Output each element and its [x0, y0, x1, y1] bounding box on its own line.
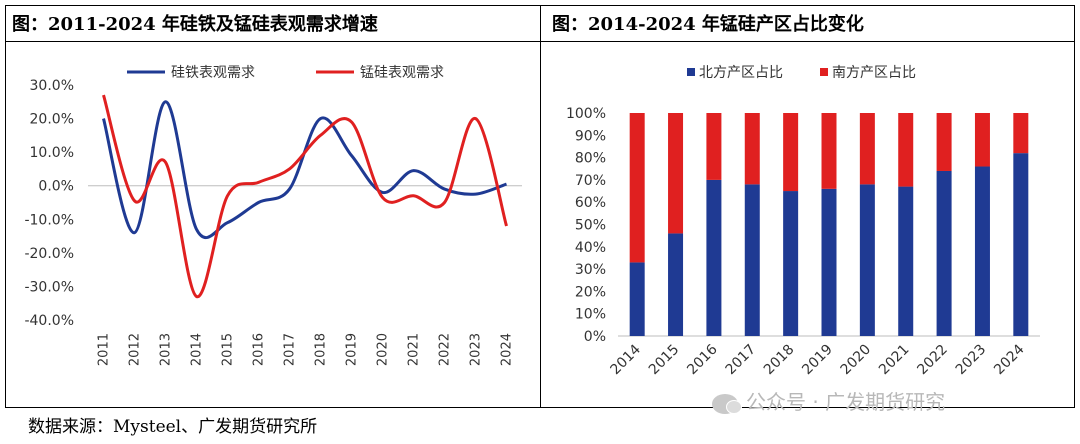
- line-chart-y-tick-label: -20.0%: [24, 246, 74, 262]
- bar-chart-x-tick-label: 2021: [876, 342, 913, 379]
- demand-growth-line-chart: 30.0% 20.0% 10.0% 0.0% -10.0% -20.0% -30.0% -40…: [24, 65, 522, 366]
- line-chart-y-tick-label: 30.0%: [30, 78, 74, 94]
- bar-chart-series-2-bar: [898, 113, 914, 187]
- line-chart-x-tick-label: 2023: [469, 333, 484, 366]
- bar-chart-series-1-bar: [821, 188, 837, 336]
- line-chart-x-tick-label: 2022: [438, 333, 453, 366]
- line-chart-y-tick-label: 20.0%: [30, 112, 74, 128]
- bar-chart-x-tick-label: 2023: [953, 342, 990, 379]
- bar-chart-legend-label: 南方产区占比: [832, 65, 916, 81]
- line-chart-x-tick-label: 2017: [283, 333, 298, 366]
- bar-chart-series-1-bar: [974, 166, 990, 336]
- bar-chart-legend-swatch: [687, 68, 695, 76]
- bar-chart-series-2-bar: [629, 113, 645, 263]
- line-chart-x-tick-label: 2013: [159, 333, 174, 366]
- bar-chart-series-1-bar: [1013, 153, 1029, 336]
- line-chart-y-tick-label: -30.0%: [24, 279, 74, 295]
- watermark-text: 公众号 · 广发期货研究: [746, 390, 946, 414]
- bar-chart-y-tick-label: 10%: [575, 307, 606, 323]
- bar-chart-x-tick-label: 2020: [838, 342, 875, 379]
- bar-chart-series-2-bar: [1013, 113, 1029, 154]
- bar-chart-series-1-bar: [783, 191, 799, 336]
- left-panel-title: 图：2011-2024 年硅铁及锰硅表观需求增速: [12, 14, 378, 35]
- line-chart-x-tick-label: 2011: [97, 333, 112, 366]
- bar-chart-series-2-bar: [936, 113, 952, 171]
- line-chart-x-tick-label: 2018: [314, 333, 329, 366]
- line-chart-series-2-line: [102, 94, 508, 299]
- source-note: 数据来源：Mysteel、广发期货研究所: [28, 417, 318, 437]
- line-chart-x-tick-label: 2015: [221, 333, 236, 366]
- line-chart-legend-label: 锰硅表观需求: [360, 65, 444, 81]
- bar-chart-series-2-bar: [744, 113, 760, 185]
- line-chart-y-tick-label: -40.0%: [24, 313, 74, 329]
- line-chart-x-tick-label: 2024: [500, 333, 515, 366]
- bar-chart-series-1-bar: [629, 262, 645, 336]
- watermark: 公众号 · 广发期货研究: [712, 386, 945, 415]
- bar-chart-series-2-bar: [859, 113, 875, 185]
- line-chart-series-1-line: [102, 100, 508, 239]
- bar-chart-y-tick-label: 50%: [575, 218, 606, 234]
- line-chart-x-tick-label: 2021: [407, 333, 422, 366]
- bar-chart-series-1-bar: [706, 179, 722, 336]
- line-chart-x-tick-label: 2016: [252, 333, 267, 366]
- bar-chart-series-1-bar: [859, 184, 875, 336]
- bar-chart-x-tick-label: 2022: [914, 342, 951, 379]
- bar-chart-y-tick-label: 40%: [575, 240, 606, 256]
- bar-chart-y-tick-label: 60%: [575, 195, 606, 211]
- bar-chart-y-tick-label: 100%: [566, 106, 606, 122]
- bar-chart-legend-label: 北方产区占比: [699, 65, 783, 81]
- bar-chart-series-2-bar: [783, 113, 799, 192]
- bar-chart-series-1-bar: [744, 184, 760, 336]
- bar-chart-series-1-bar: [936, 170, 952, 336]
- bar-chart-y-tick-label: 30%: [575, 262, 606, 278]
- bar-chart-series-2-bar: [668, 113, 684, 234]
- panel-divider: [540, 5, 541, 408]
- bar-chart-series-2-bar: [706, 113, 722, 180]
- bar-chart-y-tick-label: 20%: [575, 284, 606, 300]
- line-chart-x-tick-label: 2014: [190, 333, 205, 366]
- line-chart-y-tick-label: -10.0%: [24, 212, 74, 228]
- bar-chart-series-2-bar: [821, 113, 837, 189]
- bar-chart-legend-swatch: [820, 68, 828, 76]
- bar-chart-y-tick-label: 70%: [575, 173, 606, 189]
- line-chart-x-tick-label: 2012: [128, 333, 143, 366]
- bar-chart-series-1-bar: [668, 233, 684, 336]
- line-chart-legend-label: 硅铁表观需求: [171, 65, 255, 81]
- bar-chart-x-tick-label: 2019: [799, 342, 836, 379]
- bar-chart-x-tick-label: 2017: [723, 342, 760, 379]
- bar-chart-y-tick-label: 0%: [584, 329, 606, 345]
- bar-chart-x-tick-label: 2016: [684, 341, 721, 378]
- line-chart-y-tick-label: 0.0%: [38, 179, 74, 195]
- bar-chart-x-tick-label: 2024: [991, 341, 1028, 378]
- bar-chart-series-1-bar: [898, 186, 914, 336]
- line-chart-x-tick-label: 2019: [345, 333, 360, 366]
- line-chart-y-tick-label: 10.0%: [30, 145, 74, 161]
- bar-chart-x-tick-label: 2014: [607, 341, 644, 378]
- bar-chart-x-tick-label: 2018: [761, 342, 798, 379]
- bar-chart-y-tick-label: 90%: [575, 128, 606, 144]
- region-share-bar-chart: 100%90%80%70%60%50%40%30%20%10%0%2014 201…: [566, 65, 1040, 378]
- bar-chart-x-tick-label: 2015: [646, 342, 683, 379]
- line-chart-x-tick-label: 2020: [376, 333, 391, 366]
- right-panel-title: 图：2014-2024 年锰硅产区占比变化: [552, 14, 864, 35]
- bar-chart-series-2-bar: [974, 113, 990, 167]
- wechat-icon: [712, 393, 742, 414]
- bar-chart-y-tick-label: 80%: [575, 151, 606, 167]
